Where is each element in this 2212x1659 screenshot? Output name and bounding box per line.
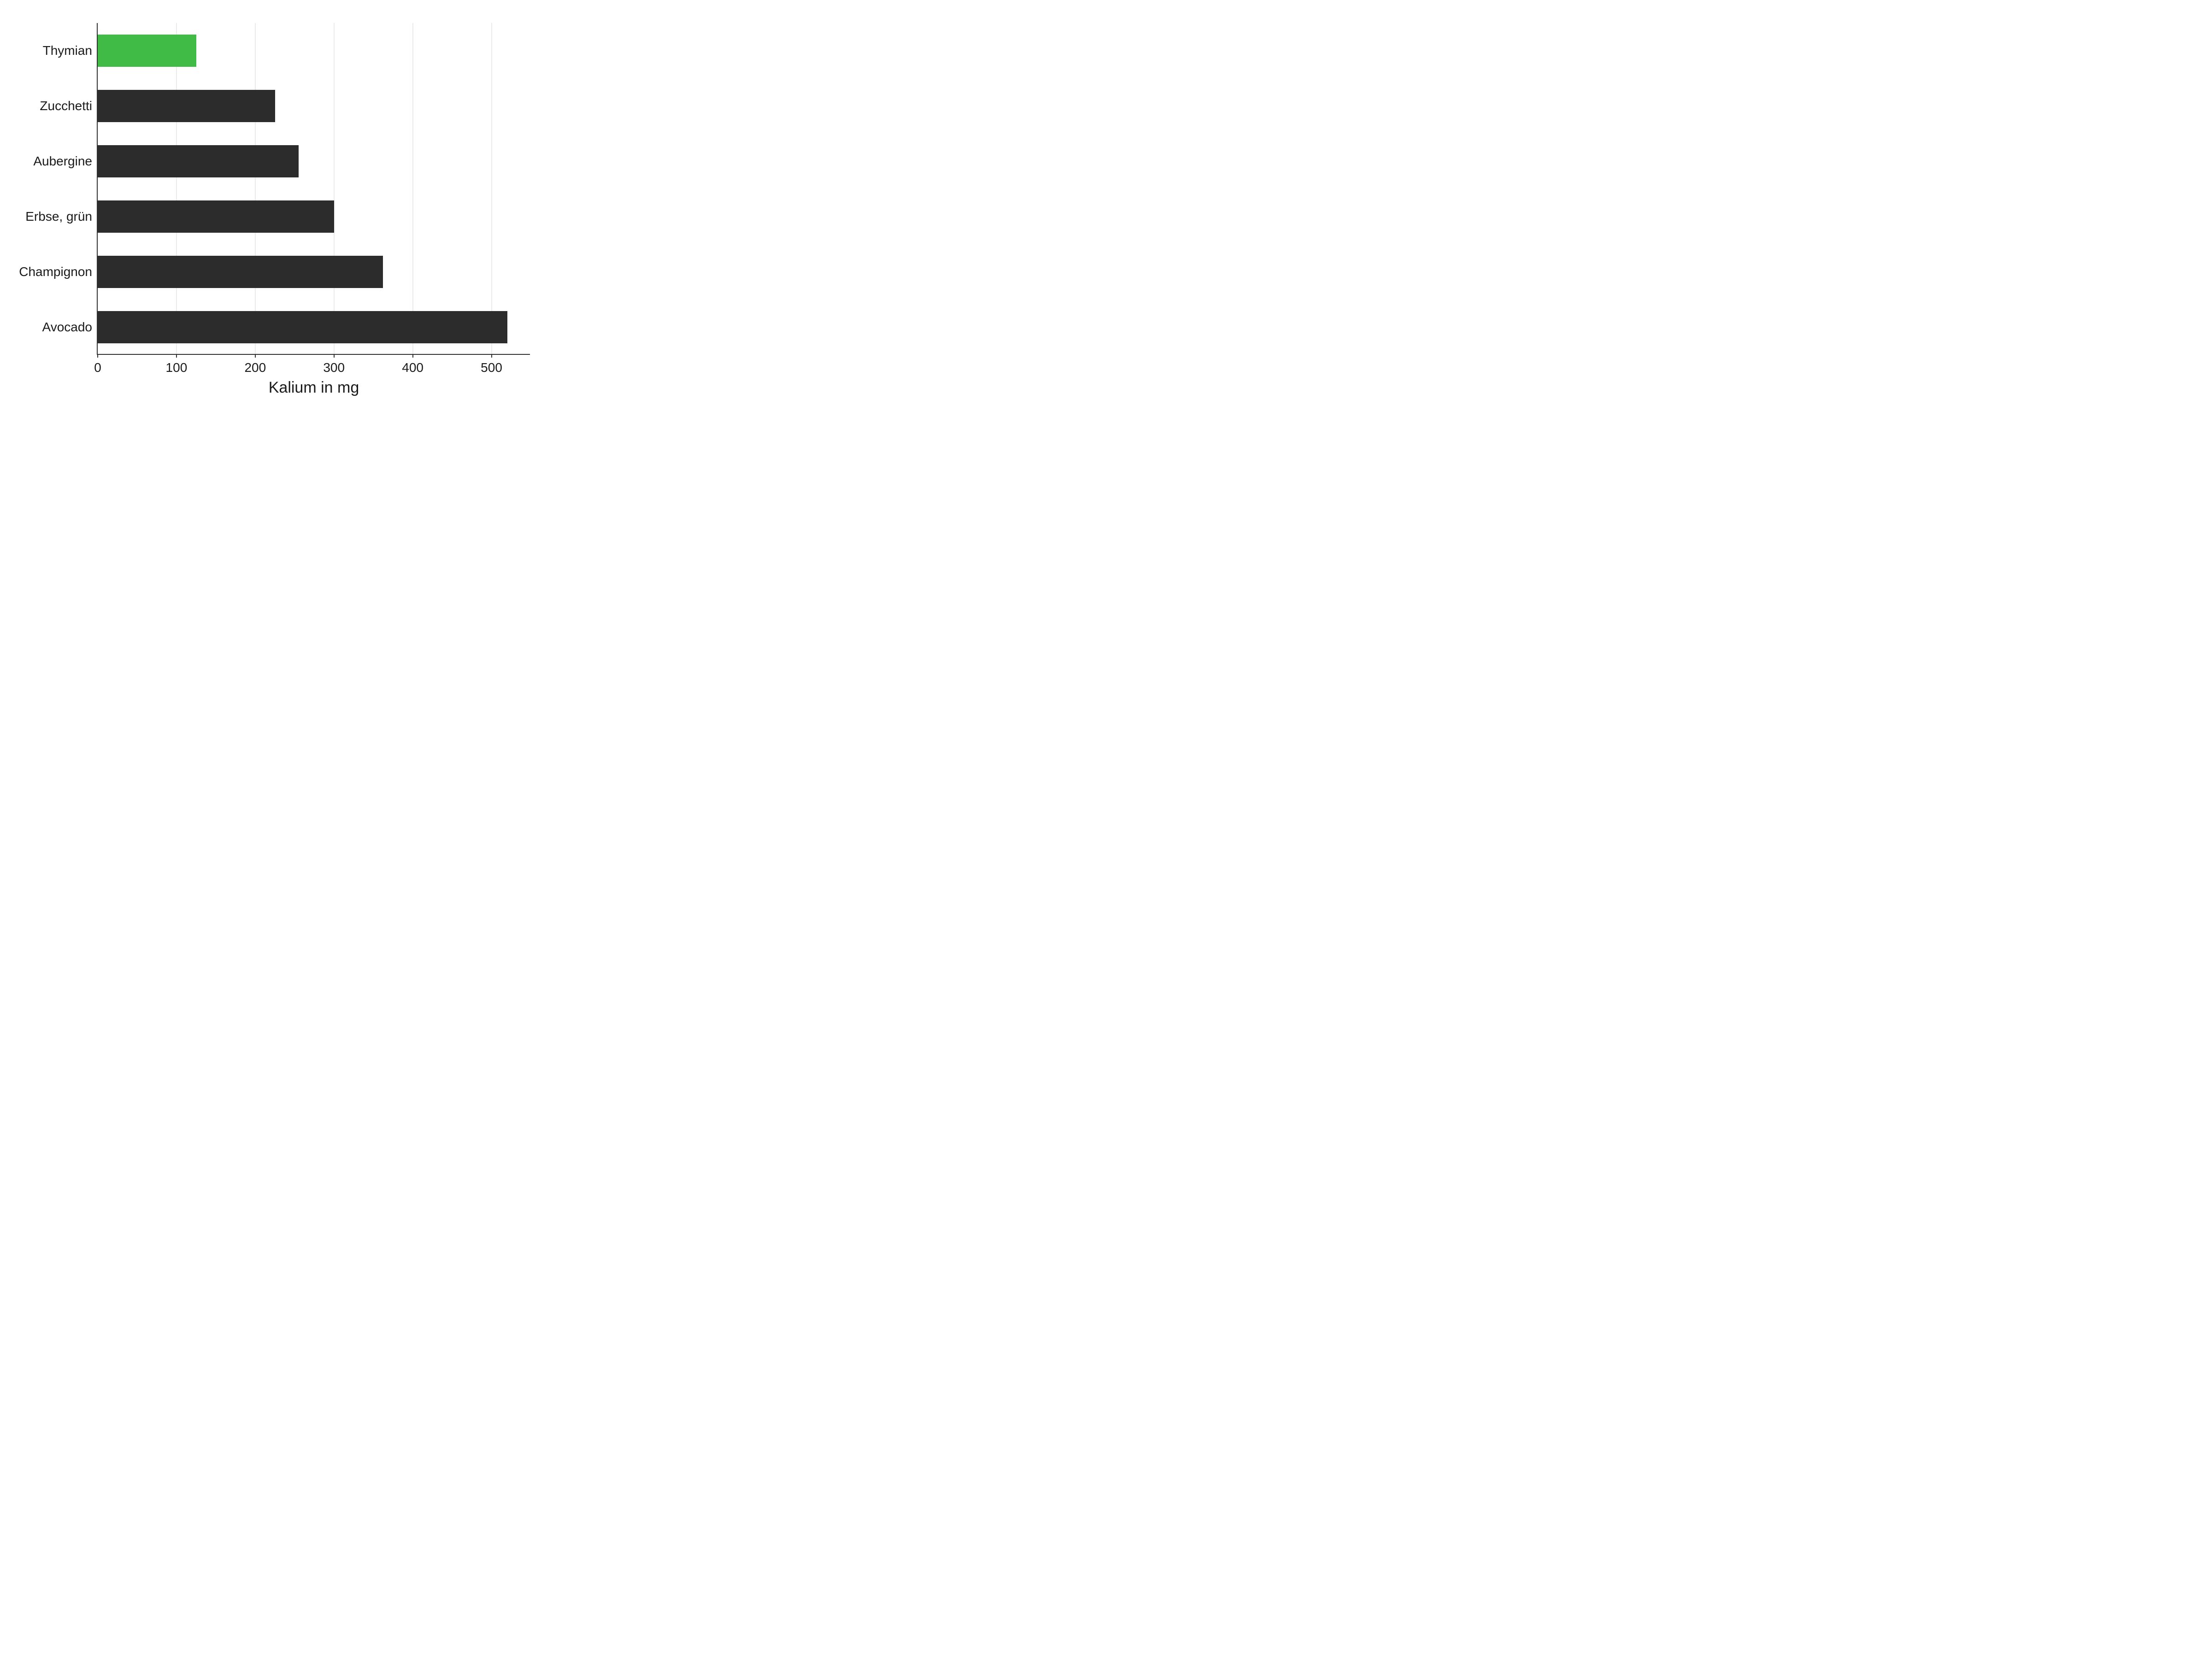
- x-tick: [334, 354, 335, 358]
- gridline: [255, 23, 256, 354]
- bar-row: [98, 35, 196, 67]
- x-tick-label: 300: [323, 360, 345, 375]
- bar: [98, 256, 383, 288]
- gridline: [491, 23, 492, 354]
- y-tick-label: Champignon: [0, 265, 92, 278]
- y-tick-label: Thymian: [0, 44, 92, 57]
- gridline: [334, 23, 335, 354]
- x-tick: [491, 354, 492, 358]
- y-tick-label: Aubergine: [0, 155, 92, 168]
- x-tick: [412, 354, 413, 358]
- bar-row: [98, 145, 299, 177]
- gridline: [412, 23, 413, 354]
- bar-row: [98, 311, 507, 343]
- x-tick: [97, 354, 98, 358]
- bar: [98, 35, 196, 67]
- plot-area: Kalium in mg 0100200300400500: [97, 23, 530, 355]
- bar-row: [98, 200, 334, 233]
- bar: [98, 311, 507, 343]
- x-tick-label: 400: [402, 360, 424, 375]
- y-tick-label: Erbse, grün: [0, 210, 92, 223]
- y-tick-label: Avocado: [0, 321, 92, 334]
- bar: [98, 145, 299, 177]
- x-axis-title: Kalium in mg: [98, 379, 530, 397]
- potassium-bar-chart: Kalium in mg 0100200300400500 ThymianZuc…: [0, 0, 553, 415]
- bar-row: [98, 256, 383, 288]
- x-tick: [255, 354, 256, 358]
- bar: [98, 200, 334, 233]
- x-tick-label: 0: [94, 360, 101, 375]
- gridline: [176, 23, 177, 354]
- x-tick: [176, 354, 177, 358]
- x-tick-label: 200: [244, 360, 266, 375]
- bar: [98, 90, 275, 122]
- y-tick-label: Zucchetti: [0, 100, 92, 112]
- x-tick-label: 500: [481, 360, 502, 375]
- x-tick-label: 100: [166, 360, 188, 375]
- bar-row: [98, 90, 275, 122]
